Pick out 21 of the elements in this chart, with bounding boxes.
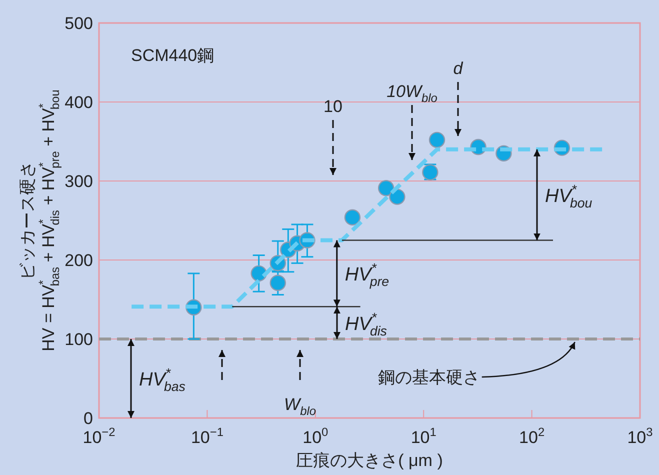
annotation: 10W$_{blo}$ xyxy=(386,82,438,106)
x-tick-label: 10$^{1}$ xyxy=(410,424,437,447)
annotation: W$_{blo}$ xyxy=(284,395,316,418)
x-tick-label: 10$^{−1}$ xyxy=(190,424,224,447)
annotation: W$_{blo}$ xyxy=(218,350,316,418)
x-tick-label: 10$^{2}$ xyxy=(519,424,545,447)
y-tick-label: 100 xyxy=(64,330,93,349)
annotation: 鋼の基本硬さ xyxy=(378,368,480,387)
x-axis-title: 圧痕の大きさ( μm ) xyxy=(296,451,443,470)
annotation: SCM440鋼 xyxy=(131,46,214,65)
y-tick-label: 200 xyxy=(64,251,93,270)
annotation: 鋼の基本硬さ xyxy=(378,342,576,387)
x-tick-label: 10$^{0}$ xyxy=(302,424,329,447)
annotation: d xyxy=(453,59,463,136)
x-tick-label: 10$^{3}$ xyxy=(627,424,654,447)
annotation: 10W$_{blo}$ xyxy=(386,82,438,160)
annotation: d xyxy=(453,59,464,78)
annotation: 10 xyxy=(324,97,342,116)
y-tick-label: 300 xyxy=(64,172,93,191)
y-tick-label: 500 xyxy=(64,14,93,33)
y-tick-label: 400 xyxy=(64,93,93,112)
